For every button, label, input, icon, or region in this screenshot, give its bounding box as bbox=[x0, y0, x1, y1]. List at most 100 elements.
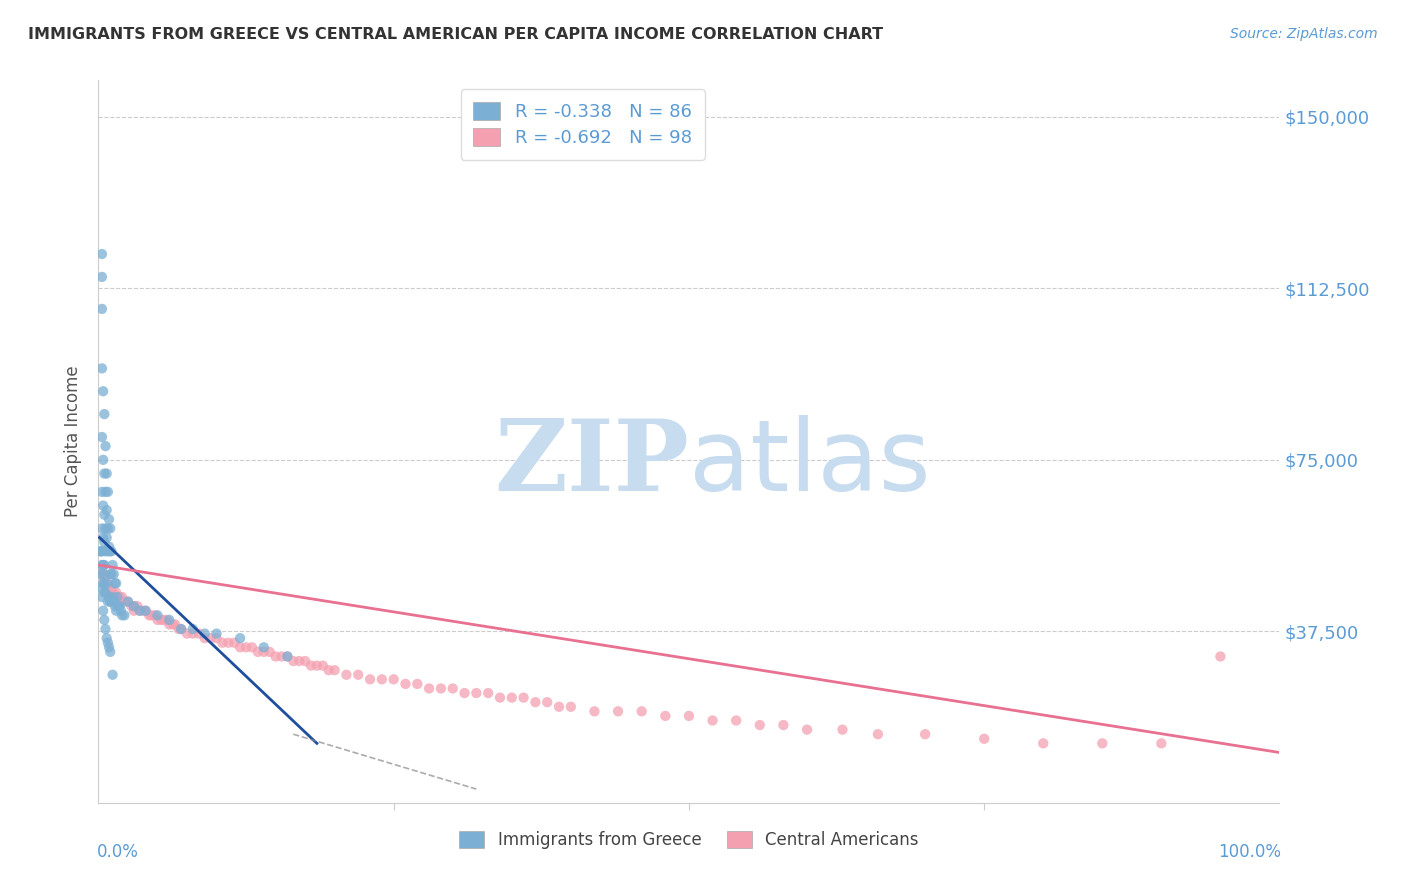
Point bbox=[465, 686, 488, 700]
Point bbox=[100, 567, 122, 582]
Point bbox=[772, 718, 794, 732]
Point bbox=[93, 407, 115, 421]
Point bbox=[194, 631, 217, 645]
Point bbox=[156, 613, 179, 627]
Point bbox=[654, 709, 676, 723]
Point bbox=[305, 658, 328, 673]
Point bbox=[725, 714, 748, 728]
Point bbox=[489, 690, 512, 705]
Point bbox=[94, 439, 117, 453]
Point bbox=[253, 645, 276, 659]
Point bbox=[524, 695, 547, 709]
Point bbox=[299, 658, 322, 673]
Point bbox=[548, 699, 571, 714]
Point bbox=[121, 599, 143, 614]
Point bbox=[224, 636, 246, 650]
Point bbox=[103, 567, 125, 582]
Point bbox=[96, 581, 118, 595]
Point bbox=[91, 558, 114, 572]
Point bbox=[678, 709, 700, 723]
Point bbox=[90, 581, 112, 595]
Point bbox=[110, 604, 132, 618]
Point bbox=[128, 604, 150, 618]
Point bbox=[143, 608, 166, 623]
Point bbox=[101, 590, 124, 604]
Point bbox=[97, 544, 120, 558]
Point bbox=[117, 594, 139, 608]
Point bbox=[796, 723, 818, 737]
Point bbox=[181, 626, 204, 640]
Point bbox=[98, 645, 121, 659]
Point bbox=[111, 594, 134, 608]
Point bbox=[91, 361, 114, 376]
Point bbox=[560, 699, 582, 714]
Point bbox=[91, 604, 114, 618]
Point bbox=[294, 654, 316, 668]
Point bbox=[187, 626, 209, 640]
Point bbox=[96, 631, 118, 645]
Point bbox=[90, 544, 112, 558]
Point bbox=[91, 384, 114, 399]
Legend: Immigrants from Greece, Central Americans: Immigrants from Greece, Central American… bbox=[453, 824, 925, 856]
Point bbox=[170, 622, 193, 636]
Point bbox=[98, 640, 121, 655]
Point bbox=[98, 590, 121, 604]
Point bbox=[104, 576, 127, 591]
Point bbox=[702, 714, 724, 728]
Point bbox=[97, 576, 120, 591]
Point bbox=[98, 544, 121, 558]
Point bbox=[211, 636, 233, 650]
Point bbox=[406, 677, 429, 691]
Point bbox=[127, 599, 149, 614]
Point bbox=[107, 599, 129, 614]
Point bbox=[229, 640, 252, 655]
Point bbox=[105, 590, 128, 604]
Point bbox=[96, 503, 118, 517]
Point bbox=[112, 608, 135, 623]
Point bbox=[323, 663, 346, 677]
Point bbox=[536, 695, 558, 709]
Point bbox=[141, 608, 163, 623]
Point bbox=[97, 636, 120, 650]
Point bbox=[91, 430, 114, 444]
Point bbox=[97, 594, 120, 608]
Point bbox=[111, 608, 134, 623]
Point bbox=[94, 622, 117, 636]
Text: 100.0%: 100.0% bbox=[1218, 843, 1281, 861]
Point bbox=[96, 576, 118, 591]
Point bbox=[101, 558, 124, 572]
Point bbox=[98, 585, 121, 599]
Point bbox=[91, 499, 114, 513]
Point bbox=[205, 626, 228, 640]
Point bbox=[138, 608, 160, 623]
Point bbox=[157, 617, 180, 632]
Point bbox=[1091, 736, 1114, 750]
Point bbox=[973, 731, 995, 746]
Point bbox=[170, 622, 193, 636]
Text: 0.0%: 0.0% bbox=[97, 843, 139, 861]
Point bbox=[93, 572, 115, 586]
Point bbox=[501, 690, 523, 705]
Point bbox=[93, 558, 115, 572]
Point bbox=[229, 631, 252, 645]
Point bbox=[583, 704, 606, 718]
Point bbox=[288, 654, 311, 668]
Point bbox=[101, 585, 124, 599]
Point bbox=[91, 247, 114, 261]
Point bbox=[96, 531, 118, 545]
Point bbox=[117, 594, 139, 608]
Text: atlas: atlas bbox=[689, 415, 931, 512]
Point bbox=[132, 604, 155, 618]
Point bbox=[866, 727, 889, 741]
Point bbox=[394, 677, 416, 691]
Point bbox=[93, 508, 115, 522]
Point bbox=[91, 590, 114, 604]
Point bbox=[94, 585, 117, 599]
Point bbox=[90, 567, 112, 582]
Point bbox=[235, 640, 257, 655]
Point bbox=[167, 622, 190, 636]
Point bbox=[181, 622, 204, 636]
Point bbox=[146, 608, 169, 623]
Point bbox=[630, 704, 652, 718]
Point bbox=[90, 544, 112, 558]
